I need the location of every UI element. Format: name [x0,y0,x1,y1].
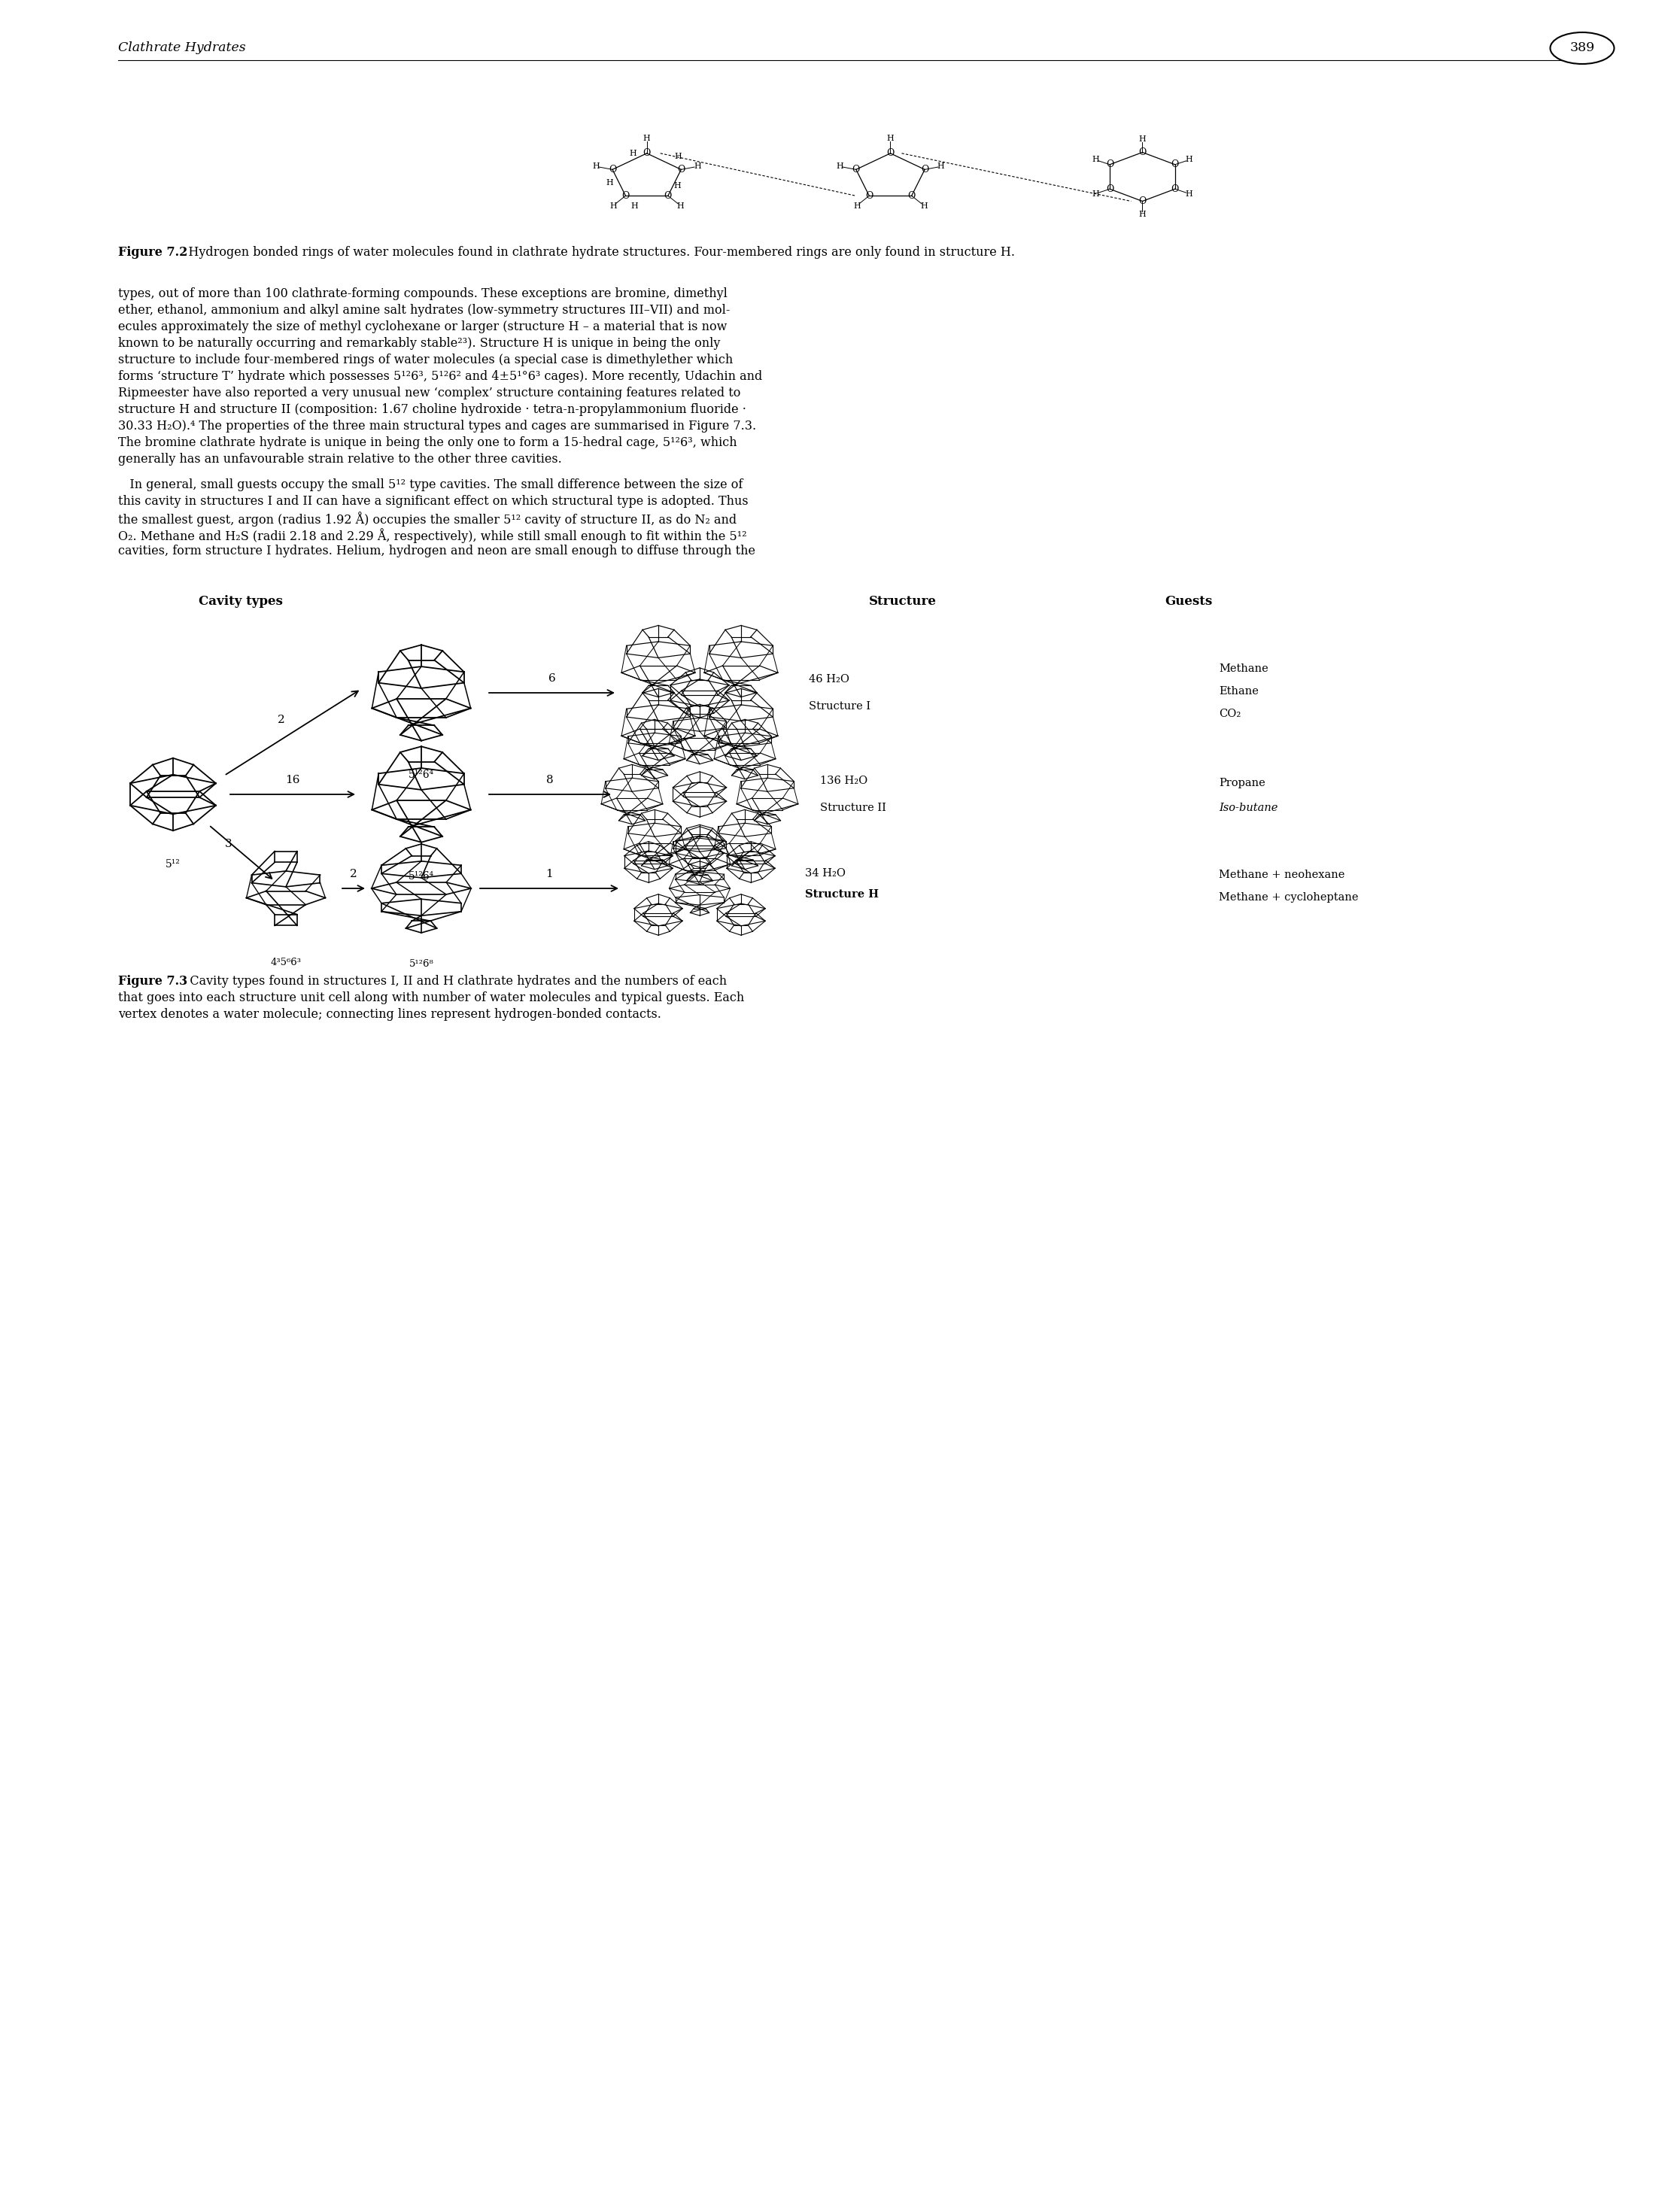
Text: O: O [865,190,874,201]
Text: Structure II: Structure II [820,802,885,813]
Text: ether, ethanol, ammonium and alkyl amine salt hydrates (low-symmetry structures : ether, ethanol, ammonium and alkyl amine… [118,304,731,317]
Text: structure H and structure II (composition: 1.67 choline hydroxide · tetra-n-prop: structure H and structure II (compositio… [118,402,746,415]
Text: this cavity in structures I and II can have a significant effect on which struct: this cavity in structures I and II can h… [118,494,748,507]
Text: O: O [1171,160,1179,171]
Text: H: H [837,162,843,171]
Text: H: H [1092,190,1099,197]
Text: O: O [887,149,894,157]
Text: 8: 8 [546,774,554,785]
Text: O: O [608,164,617,175]
Text: forms ‘structure T’ hydrate which possesses 5¹²6³, 5¹²6² and 4±5¹°6³ cages). Mor: forms ‘structure T’ hydrate which posses… [118,369,763,383]
Text: 3: 3 [225,839,232,848]
Text: the smallest guest, argon (radius 1.92 Å) occupies the smaller 5¹² cavity of str: the smallest guest, argon (radius 1.92 Å… [118,512,736,527]
Text: cavities, form structure I hydrates. Helium, hydrogen and neon are small enough : cavities, form structure I hydrates. Hel… [118,544,756,557]
Text: Figure 7.2: Figure 7.2 [118,247,188,258]
Text: In general, small guests occupy the small 5¹² type cavities. The small differenc: In general, small guests occupy the smal… [118,479,743,492]
Text: Ethane: Ethane [1218,686,1258,697]
Text: H: H [1139,136,1146,142]
Text: H: H [921,201,927,210]
Text: O: O [921,164,929,175]
Text: O: O [1139,146,1146,157]
Text: O: O [643,149,650,157]
Text: structure to include four-membered rings of water molecules (a special case is d: structure to include four-membered rings… [118,354,732,367]
Text: Structure: Structure [869,595,937,608]
Text: O: O [852,164,860,175]
Text: O: O [1105,160,1114,171]
Text: H: H [593,162,600,171]
Text: known to be naturally occurring and remarkably stable²³). Structure H is unique : known to be naturally occurring and rema… [118,337,721,350]
Text: O: O [1139,197,1146,205]
Text: Methane + cycloheptane: Methane + cycloheptane [1218,892,1359,903]
Text: 4³5⁶6³: 4³5⁶6³ [270,957,301,968]
Text: CO₂: CO₂ [1218,708,1242,719]
Text: H: H [1092,155,1099,164]
Text: 5¹²6⁴: 5¹²6⁴ [408,769,433,780]
Text: H: H [694,162,701,171]
Text: types, out of more than 100 clathrate-forming compounds. These exceptions are br: types, out of more than 100 clathrate-fo… [118,286,727,299]
Text: 136 H₂O: 136 H₂O [820,776,867,787]
Text: H: H [887,136,894,142]
Text: Guests: Guests [1164,595,1213,608]
Text: O: O [677,164,685,175]
Text: O: O [1105,184,1114,195]
Text: 5¹²6⁴: 5¹²6⁴ [408,870,433,881]
Text: vertex denotes a water molecule; connecting lines represent hydrogen-bonded cont: vertex denotes a water molecule; connect… [118,1008,662,1021]
Text: Clathrate Hydrates: Clathrate Hydrates [118,42,245,55]
Text: H: H [677,201,684,210]
Text: 2: 2 [277,715,286,726]
Text: Figure 7.3: Figure 7.3 [118,975,188,988]
Text: 30.33 H₂O).⁴ The properties of the three main structural types and cages are sum: 30.33 H₂O).⁴ The properties of the three… [118,420,756,433]
Text: ecules approximately the size of methyl cyclohexane or larger (structure H – a m: ecules approximately the size of methyl … [118,321,727,332]
Text: 5¹²6⁸: 5¹²6⁸ [408,960,433,968]
Text: The bromine clathrate hydrate is unique in being the only one to form a 15-hedra: The bromine clathrate hydrate is unique … [118,437,738,448]
Text: 16: 16 [286,774,301,785]
Text: that goes into each structure unit cell along with number of water molecules and: that goes into each structure unit cell … [118,992,744,1003]
Text: Methane + neohexane: Methane + neohexane [1218,870,1344,881]
Text: Structure I: Structure I [808,702,870,713]
Text: O: O [664,190,672,201]
Text: H: H [937,162,944,171]
Text: H: H [632,201,638,210]
Text: H: H [1186,155,1193,164]
Text: 389: 389 [1569,42,1594,55]
Text: Structure H: Structure H [805,890,879,901]
Text: O: O [622,190,630,201]
Text: Ripmeester have also reported a very unusual new ‘complex’ structure containing : Ripmeester have also reported a very unu… [118,387,741,400]
Text: H: H [675,153,682,160]
Text: 2: 2 [349,868,358,879]
Text: O: O [1171,184,1179,195]
Text: H: H [853,201,860,210]
Text: Cavity types: Cavity types [198,595,282,608]
Text: generally has an unfavourable strain relative to the other three cavities.: generally has an unfavourable strain rel… [118,453,561,466]
Text: Methane: Methane [1218,665,1268,673]
Text: H: H [610,201,617,210]
Text: 6: 6 [548,673,556,684]
Text: H: H [1186,190,1193,197]
Text: O: O [907,190,916,201]
Text: 46 H₂O: 46 H₂O [808,673,850,684]
Text: 34 H₂O: 34 H₂O [805,868,845,879]
Text: 1: 1 [546,868,553,879]
Text: H: H [643,136,650,142]
Text: H: H [674,181,680,190]
Text: Hydrogen bonded rings of water molecules found in clathrate hydrate structures. : Hydrogen bonded rings of water molecules… [176,247,1015,258]
Text: H: H [630,149,637,157]
Text: Cavity types found in structures I, II and H clathrate hydrates and the numbers : Cavity types found in structures I, II a… [178,975,727,988]
Text: Iso-butane: Iso-butane [1218,802,1278,813]
Text: H: H [1139,212,1146,219]
Text: Propane: Propane [1218,778,1265,789]
Text: O₂. Methane and H₂S (radii 2.18 and 2.29 Å, respectively), while still small eno: O₂. Methane and H₂S (radii 2.18 and 2.29… [118,529,748,542]
Text: H: H [606,179,613,186]
Text: 5¹²: 5¹² [166,859,180,870]
